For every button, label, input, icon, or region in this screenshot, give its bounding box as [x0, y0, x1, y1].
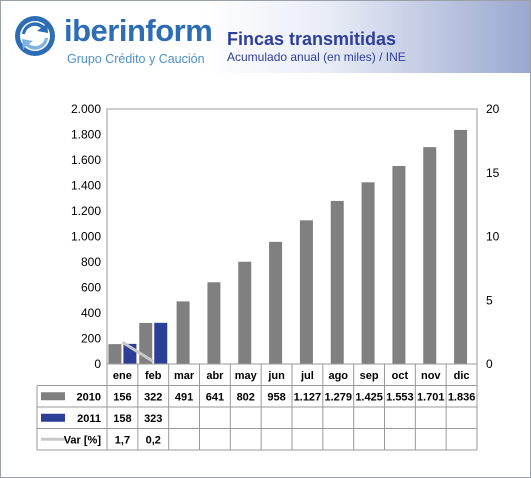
brand-name-part2: inform: [118, 13, 213, 48]
bar-2010: [299, 220, 313, 364]
y-left-tick-label: 0: [94, 357, 101, 371]
x-category-label: feb: [145, 370, 162, 382]
chart-subtitle: Acumulado anual (en miles) / INE: [227, 50, 406, 64]
data-label: 1.127: [294, 391, 322, 403]
y-left-tick-label: 200: [81, 332, 101, 346]
x-category-label: mar: [174, 370, 195, 382]
brand-name-part1: iber: [64, 13, 119, 48]
x-category-label: ago: [328, 370, 348, 382]
y-left-tick-label: 600: [81, 281, 101, 295]
y-right-tick-label: 20: [486, 102, 500, 116]
x-category-label: sep: [360, 370, 379, 382]
y-left-tick-label: 400: [81, 306, 101, 320]
legend-key-2011: [41, 413, 65, 422]
data-label: 641: [206, 391, 224, 403]
data-label: 323: [144, 413, 162, 425]
bar-2010: [361, 182, 375, 364]
legend-series-name: Var [%]: [64, 434, 102, 446]
x-category-label: abr: [206, 370, 224, 382]
y-left-tick-label: 2.000: [71, 102, 101, 116]
legend-series-name: 2010: [77, 391, 101, 403]
y-right-tick-label: 0: [486, 357, 493, 371]
data-label: 958: [267, 391, 285, 403]
brand-tagline: Grupo Crédito y Caución: [67, 52, 205, 66]
data-label: 802: [237, 391, 255, 403]
data-label: 1.553: [386, 391, 414, 403]
x-category-label: jul: [300, 370, 314, 382]
bar-2010: [207, 282, 221, 364]
y-right-tick-label: 5: [486, 293, 493, 307]
header-banner: iberinform Grupo Crédito y Caución Finca…: [1, 1, 530, 73]
bar-2010: [392, 165, 406, 364]
x-category-label: may: [235, 370, 258, 382]
y-left-tick-label: 1.200: [71, 204, 101, 218]
x-category-label: ene: [113, 370, 132, 382]
line-var: [121, 341, 155, 363]
y-left-tick-label: 1.000: [71, 230, 101, 244]
data-label: 156: [113, 391, 131, 403]
data-label: 1.701: [417, 391, 445, 403]
bar-2010: [176, 301, 190, 364]
bar-2010: [330, 200, 344, 364]
data-label: 491: [175, 391, 193, 403]
legend-key-2010: [41, 392, 65, 401]
data-label: 158: [113, 413, 131, 425]
bar-2011: [154, 322, 168, 364]
bar-2010: [238, 261, 252, 364]
data-label: 1.279: [324, 391, 352, 403]
bar-2010: [269, 241, 283, 364]
y-right-tick-label: 10: [486, 230, 500, 244]
circular-arrows-icon: [15, 16, 55, 56]
chart-title: Fincas transmitidas: [227, 29, 397, 49]
x-category-label: nov: [421, 370, 441, 382]
y-left-tick-label: 1.600: [71, 153, 101, 167]
data-label: 1,7: [115, 434, 130, 446]
legend-series-name: 2011: [77, 413, 101, 425]
y-left-tick-label: 800: [81, 255, 101, 269]
bar-2010: [423, 147, 437, 364]
data-label: 1.836: [448, 391, 476, 403]
bar-2010: [108, 344, 122, 364]
x-category-label: dic: [454, 370, 470, 382]
y-left-tick-label: 1.400: [71, 179, 101, 193]
x-category-label: jun: [267, 370, 285, 382]
x-category-label: oct: [392, 370, 409, 382]
data-label: 0,2: [146, 434, 161, 446]
bar-2010: [454, 129, 468, 364]
y-left-tick-label: 1.800: [71, 128, 101, 142]
y-right-tick-label: 15: [486, 166, 500, 180]
data-label: 1.425: [355, 391, 383, 403]
brand-logo-text: iberinform: [64, 13, 213, 48]
data-label: 322: [144, 391, 162, 403]
